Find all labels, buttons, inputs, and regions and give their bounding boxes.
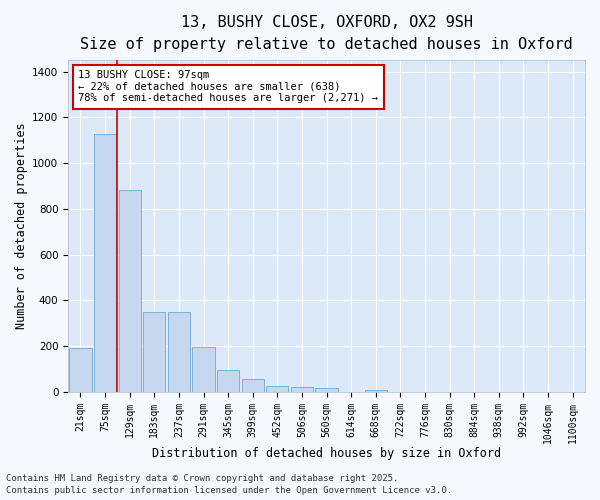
Bar xyxy=(266,386,289,392)
Y-axis label: Number of detached properties: Number of detached properties xyxy=(15,123,28,330)
Bar xyxy=(316,388,338,392)
X-axis label: Distribution of detached houses by size in Oxford: Distribution of detached houses by size … xyxy=(152,447,501,460)
Title: 13, BUSHY CLOSE, OXFORD, OX2 9SH
Size of property relative to detached houses in: 13, BUSHY CLOSE, OXFORD, OX2 9SH Size of… xyxy=(80,15,573,52)
Bar xyxy=(365,390,387,392)
Bar xyxy=(242,379,264,392)
Text: 13 BUSHY CLOSE: 97sqm
← 22% of detached houses are smaller (638)
78% of semi-det: 13 BUSHY CLOSE: 97sqm ← 22% of detached … xyxy=(79,70,379,104)
Bar xyxy=(217,370,239,392)
Bar xyxy=(143,312,166,392)
Bar xyxy=(291,388,313,392)
Bar xyxy=(70,348,92,392)
Text: Contains HM Land Registry data © Crown copyright and database right 2025.
Contai: Contains HM Land Registry data © Crown c… xyxy=(6,474,452,495)
Bar xyxy=(168,312,190,392)
Bar xyxy=(193,347,215,392)
Bar xyxy=(94,134,116,392)
Bar xyxy=(119,190,141,392)
